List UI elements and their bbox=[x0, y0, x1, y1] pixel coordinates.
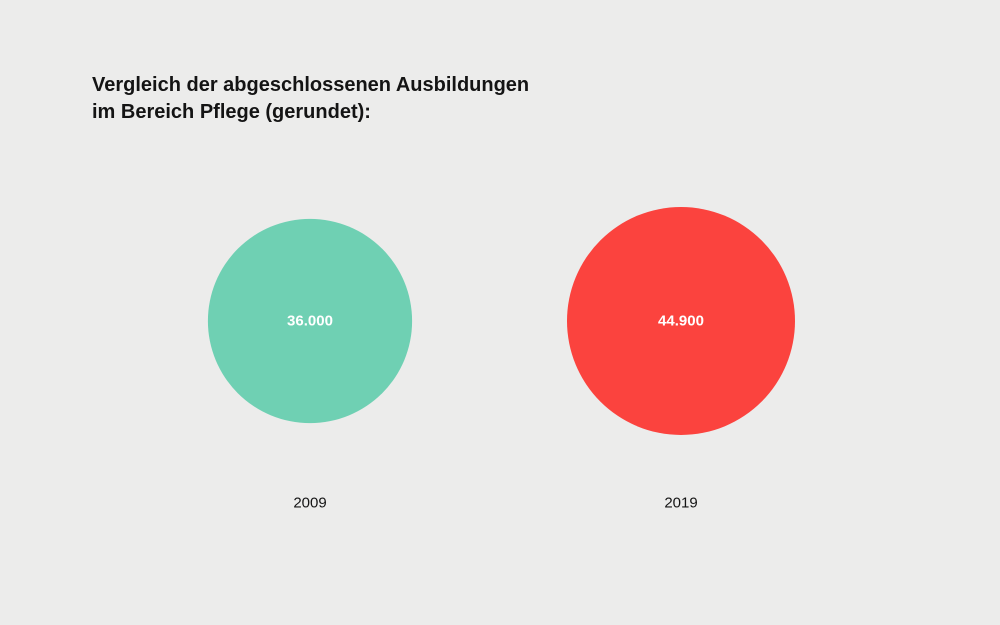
chart-title-line-1: Vergleich der abgeschlossenen Ausbildung… bbox=[92, 74, 530, 96]
category-label-2009: 2009 bbox=[293, 495, 326, 512]
category-label-2019: 2019 bbox=[664, 495, 697, 512]
bubble-2009 bbox=[207, 218, 413, 424]
chart-title-line-2: im Bereich Pflege (gerundet): bbox=[92, 101, 371, 123]
bubble-2019 bbox=[567, 207, 795, 435]
chart-title: Vergleich der abgeschlossenen Ausbildung… bbox=[92, 72, 612, 126]
value-label-2009: 36.000 bbox=[287, 313, 333, 330]
value-label-2019: 44.900 bbox=[658, 313, 704, 330]
